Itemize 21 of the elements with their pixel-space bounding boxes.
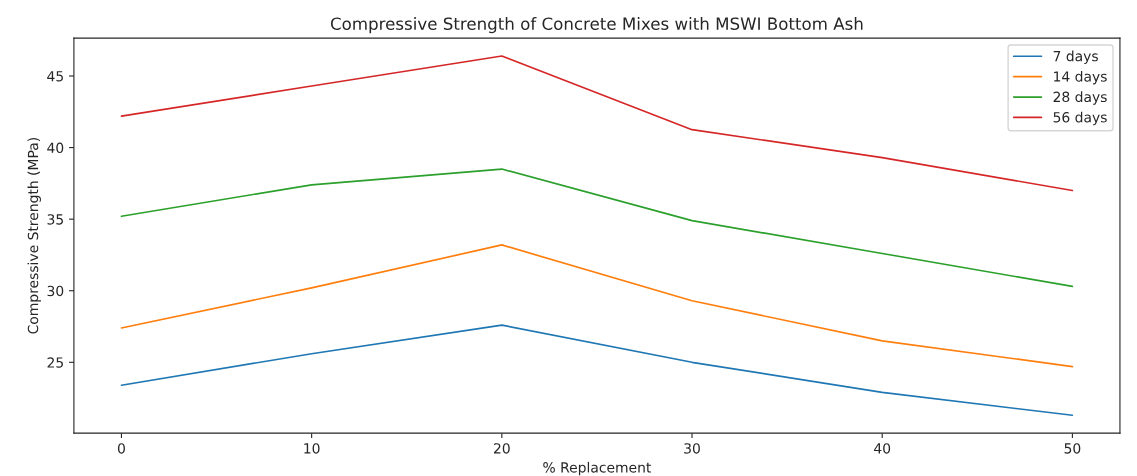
x-tick-label: 40 <box>874 443 891 454</box>
x-tick-label: 30 <box>684 443 700 454</box>
legend-label: 14 days <box>1054 70 1107 85</box>
legend-label: 56 days <box>1053 111 1107 126</box>
y-tick-label: 35 <box>47 214 63 225</box>
x-tick-label: 0 <box>117 443 125 454</box>
line-series <box>120 168 1074 288</box>
y-tick-label: 45 <box>47 71 63 82</box>
x-tick-label: 20 <box>494 443 510 454</box>
y-axis-title: Compressive Strength (MPa) <box>27 138 41 334</box>
y-tick-label: 30 <box>47 285 64 297</box>
chart-title: Compressive Strength of Concrete Mixes with MSWI Bottom Ash <box>330 17 863 34</box>
y-tick-label: 25 <box>47 357 63 368</box>
x-axis-title: % Replacement <box>543 461 652 476</box>
line-series <box>120 244 1074 368</box>
x-tick-label: 50 <box>1064 443 1081 454</box>
y-tick-label: 40 <box>47 142 64 154</box>
x-tick-label: 10 <box>304 443 320 454</box>
legend-label: 28 days <box>1053 91 1107 105</box>
line-series <box>120 324 1074 417</box>
legend-label: 7 days <box>1053 50 1098 65</box>
